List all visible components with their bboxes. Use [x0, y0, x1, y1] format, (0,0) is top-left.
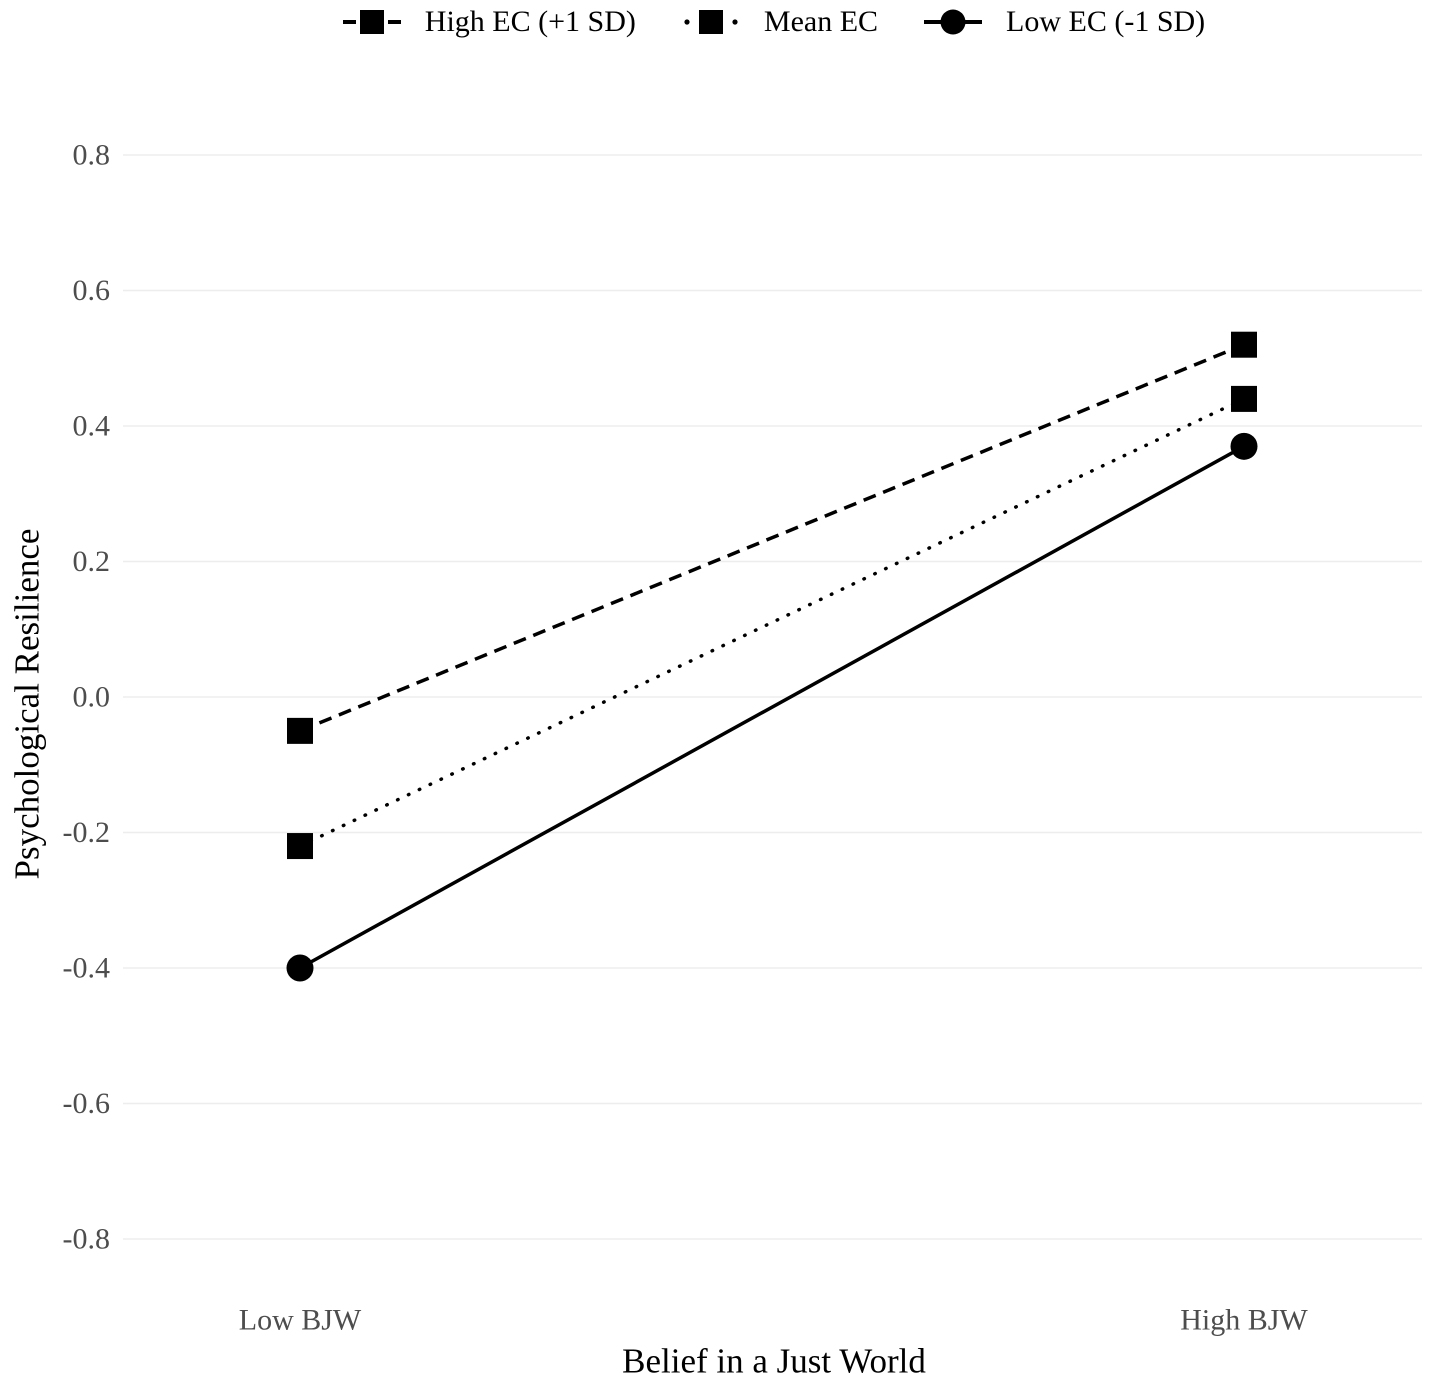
legend-item-high-ec: High EC (+1 SD) — [342, 5, 636, 38]
series-line — [298, 397, 1246, 848]
y-tick-label: -0.8 — [63, 1223, 111, 1256]
dashed-line-square-marker-icon — [342, 7, 401, 37]
y-tick-label: -0.6 — [63, 1087, 111, 1120]
y-tick-label: 0.8 — [73, 139, 111, 172]
legend-item-low-ec: Low EC (-1 SD) — [924, 7, 1205, 37]
legend-label-high-ec: High EC (+1 SD) — [424, 5, 636, 38]
y-tick-label: 0.6 — [73, 274, 111, 307]
data-point-circle-marker — [1230, 432, 1258, 460]
y-axis-title: Psychological Resilience — [7, 528, 47, 880]
y-tick-label: 0.2 — [73, 545, 111, 578]
y-tick-label: -0.4 — [63, 952, 111, 985]
series-line — [299, 444, 1245, 970]
y-tick-label: -0.2 — [63, 816, 111, 849]
series-line — [299, 343, 1245, 733]
x-tick-label: Low BJW — [239, 1304, 362, 1337]
data-point-square-marker — [1231, 385, 1257, 412]
legend: High EC (+1 SD) Mean EC Low EC (-1 SD) — [123, 0, 1425, 44]
x-tick-label: High BJW — [1180, 1304, 1308, 1337]
y-tick-label: 0.4 — [73, 410, 111, 443]
dotted-line-square-marker-icon — [682, 7, 740, 37]
data-point-circle-marker — [286, 954, 314, 982]
legend-item-mean-ec: Mean EC — [682, 7, 878, 37]
y-tick-label: 0.0 — [73, 681, 111, 714]
data-point-square-marker — [287, 833, 313, 860]
legend-label-mean-ec: Mean EC — [763, 5, 879, 38]
data-point-square-marker — [287, 717, 313, 744]
solid-line-circle-marker-icon — [924, 7, 983, 37]
data-point-square-marker — [1231, 331, 1257, 358]
x-axis-title: Belief in a Just World — [622, 1341, 926, 1381]
legend-label-low-ec: Low EC (-1 SD) — [1006, 5, 1206, 38]
